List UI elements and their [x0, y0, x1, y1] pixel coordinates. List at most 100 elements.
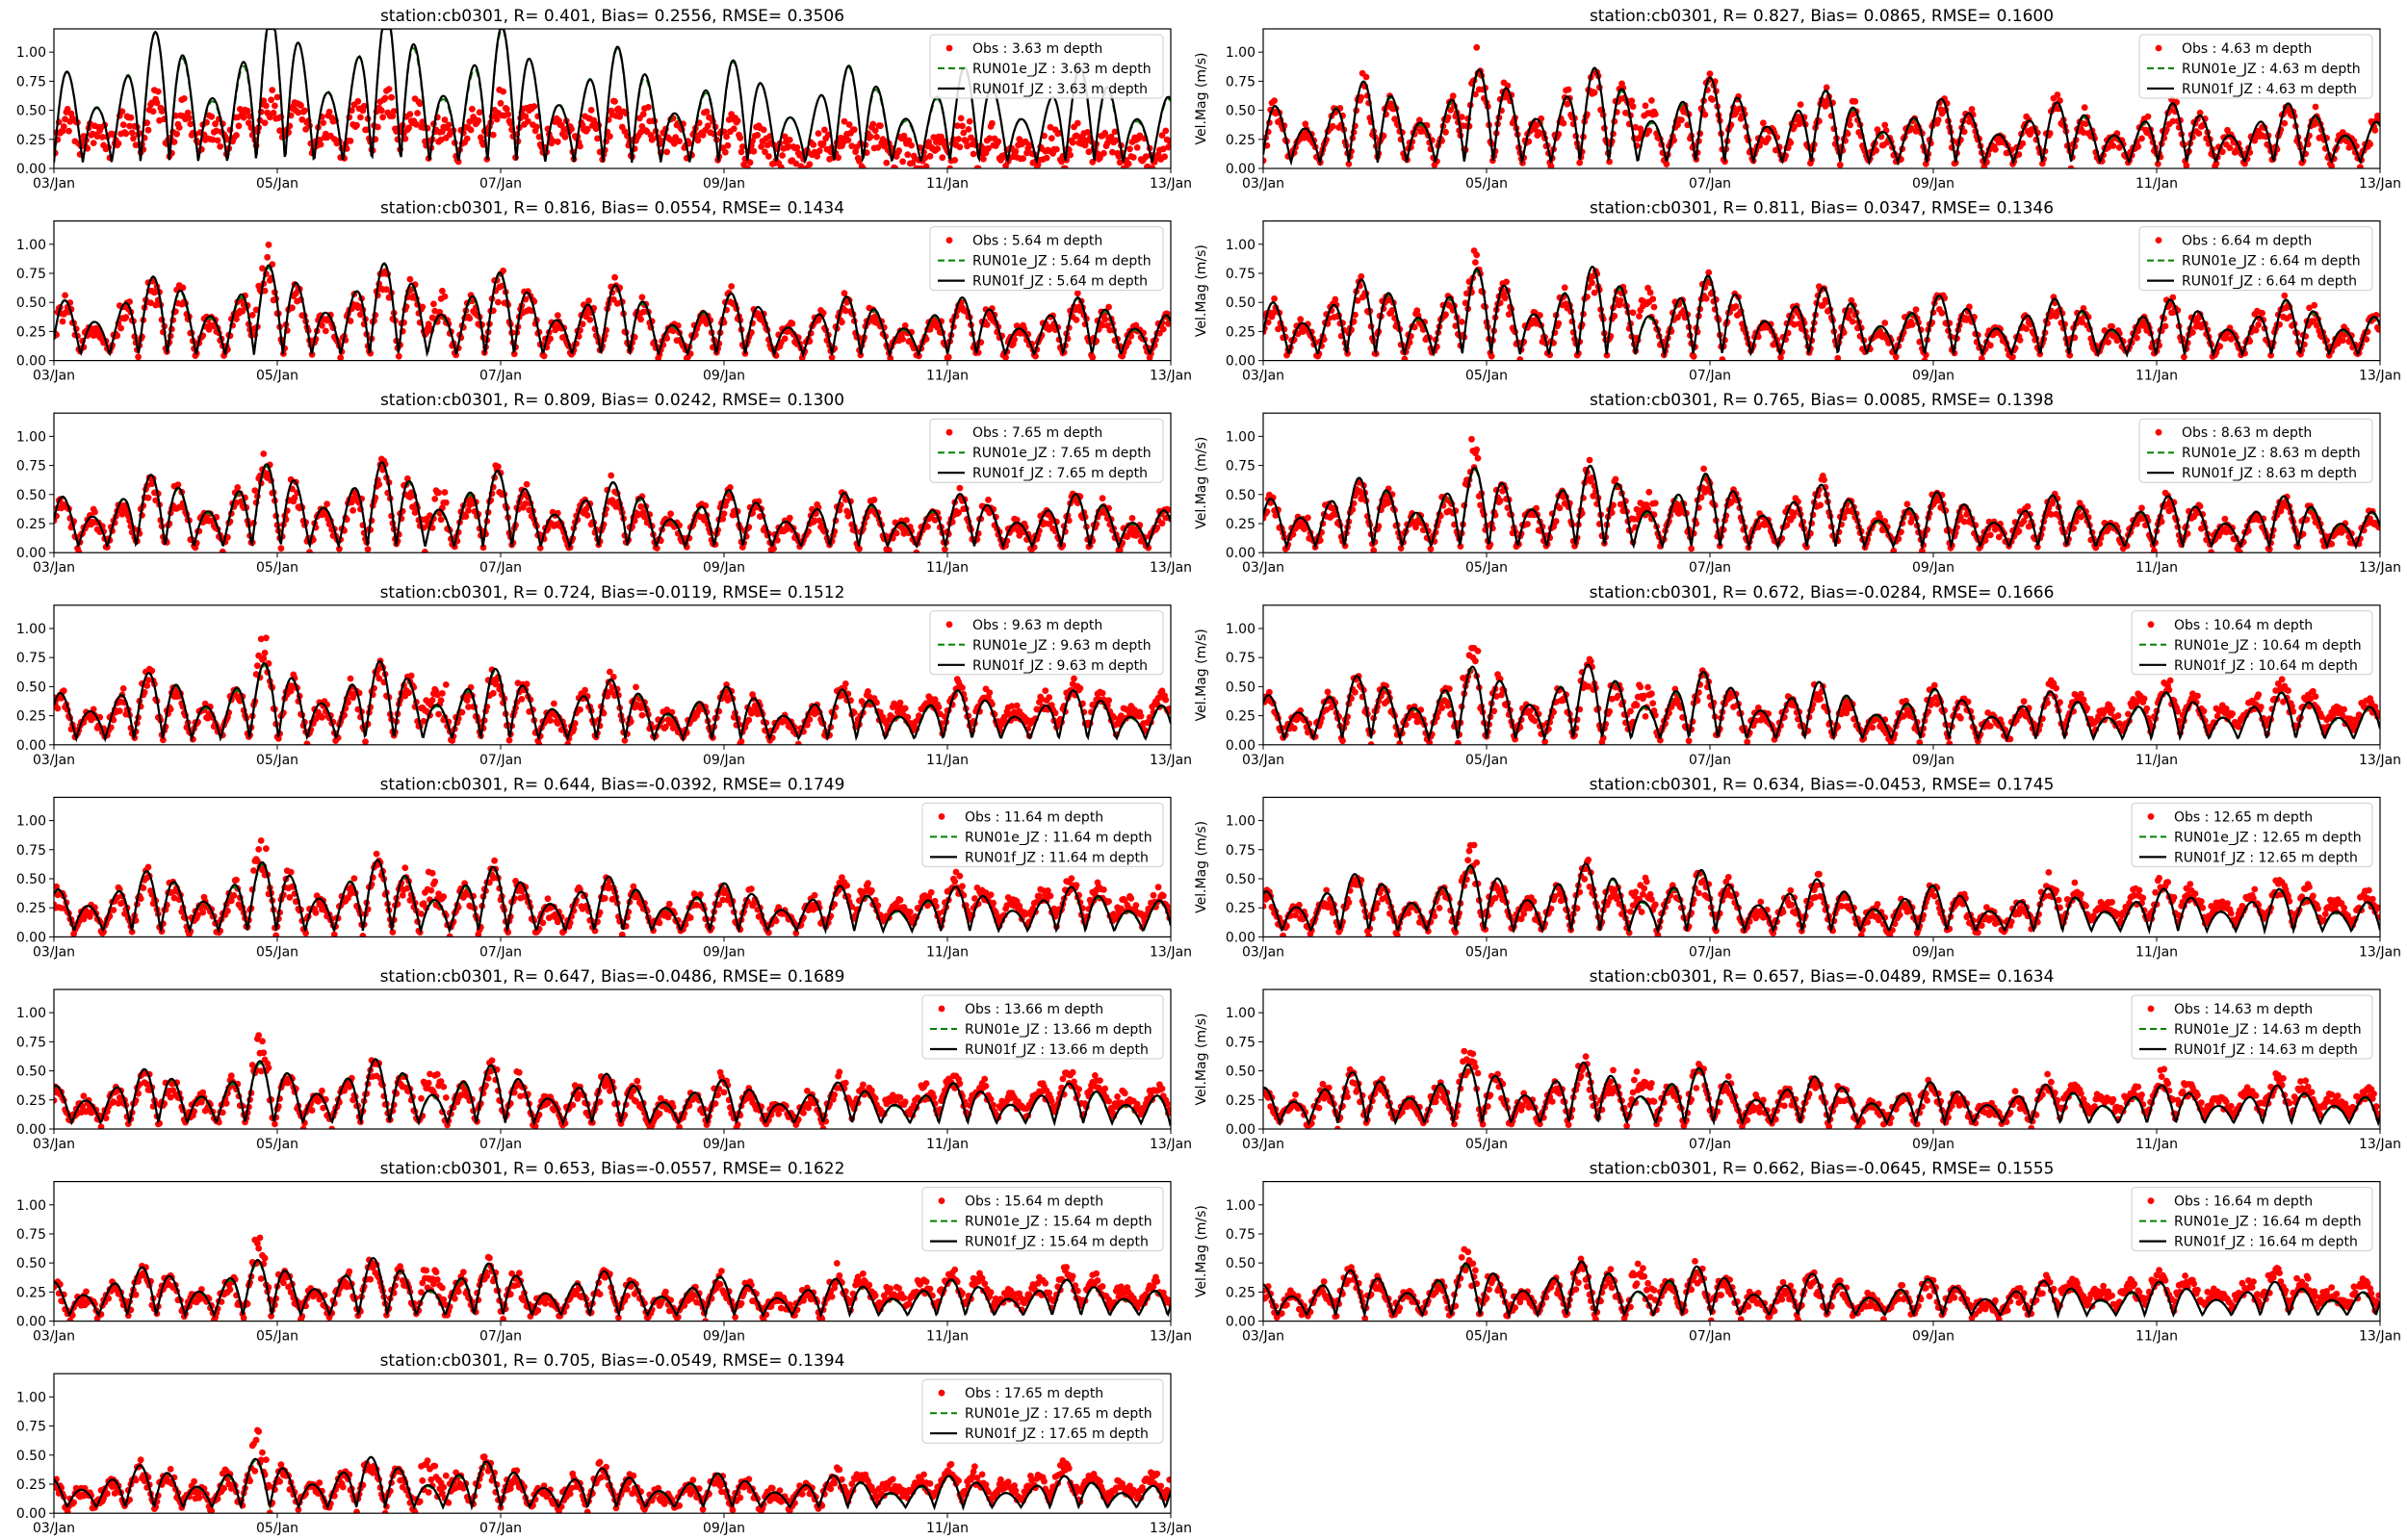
obs-point — [2016, 337, 2024, 344]
obs-point — [1012, 147, 1020, 155]
chart-panel-6: station:cb0301, R= 0.765, Bias= 0.0085, … — [1194, 391, 2401, 576]
obs-point — [1701, 111, 1709, 118]
obs-point — [114, 332, 121, 340]
x-tick-label: 11/Jan — [926, 176, 969, 192]
obs-point — [388, 93, 395, 101]
obs-point — [2067, 165, 2075, 168]
obs-point — [2241, 160, 2248, 167]
obs-point — [2139, 321, 2147, 329]
obs-point — [985, 496, 992, 503]
plot-area — [54, 241, 1171, 361]
obs-point — [877, 122, 884, 130]
obs-point — [2216, 343, 2224, 350]
legend-label: RUN01f_JZ : 3.63 m depth — [972, 82, 1148, 97]
obs-point — [422, 549, 428, 553]
obs-point — [2226, 144, 2234, 152]
obs-point — [1271, 295, 1278, 302]
obs-point — [130, 135, 137, 142]
obs-point — [925, 139, 933, 146]
obs-point — [212, 120, 220, 128]
obs-point — [1473, 43, 1481, 51]
obs-point — [905, 137, 913, 144]
obs-point — [870, 496, 878, 503]
obs-point — [1442, 311, 1449, 319]
obs-point — [1107, 133, 1115, 141]
obs-point — [785, 142, 792, 150]
x-tick-label: 09/Jan — [1912, 560, 1954, 576]
obs-point — [2154, 160, 2161, 167]
obs-point — [1101, 129, 1109, 137]
obs-point — [135, 353, 142, 361]
obs-point — [1560, 119, 1567, 127]
obs-point — [454, 158, 462, 166]
obs-point — [939, 154, 946, 162]
obs-point — [871, 127, 879, 135]
obs-point — [1109, 148, 1116, 156]
obs-point — [1881, 320, 1889, 326]
obs-point — [1017, 330, 1024, 337]
obs-point — [2310, 318, 2316, 324]
obs-point — [1787, 140, 1795, 146]
obs-point — [786, 514, 793, 522]
obs-point — [441, 489, 449, 496]
obs-point — [814, 153, 821, 160]
obs-point — [821, 126, 828, 134]
obs-point — [2255, 321, 2263, 328]
obs-point — [1474, 454, 1482, 462]
plot-area — [54, 29, 1171, 168]
obs-point — [261, 119, 269, 126]
obs-point — [1836, 161, 1844, 168]
plot-area — [54, 450, 1171, 553]
obs-point — [694, 137, 702, 144]
obs-point — [128, 129, 136, 137]
obs-point — [1777, 354, 1784, 361]
obs-point — [347, 318, 354, 324]
obs-point — [144, 494, 152, 501]
obs-point — [1705, 269, 1713, 276]
obs-point — [1020, 155, 1026, 163]
obs-point — [475, 116, 482, 124]
obs-point — [789, 320, 796, 327]
y-tick-label: 0.75 — [16, 74, 46, 90]
obs-point — [1636, 313, 1643, 320]
obs-point — [1564, 100, 1571, 108]
obs-point — [2135, 142, 2142, 150]
obs-point — [2109, 322, 2116, 330]
obs-point — [268, 96, 274, 104]
obs-point — [1099, 495, 1106, 502]
obs-point — [1760, 119, 1767, 127]
obs-point — [1503, 278, 1510, 286]
obs-point — [1648, 97, 1655, 104]
obs-point — [815, 130, 822, 138]
obs-point — [1622, 109, 1629, 116]
obs-point — [117, 324, 124, 332]
y-axis-label: Vel.Mag (m/s) — [1194, 437, 1209, 529]
obs-point — [607, 133, 613, 141]
obs-point — [549, 138, 556, 144]
obs-point — [1345, 161, 1353, 167]
obs-point — [974, 165, 982, 168]
obs-point — [1589, 279, 1595, 287]
obs-point — [263, 102, 270, 110]
obs-point — [1496, 497, 1504, 504]
obs-point — [1126, 145, 1133, 153]
obs-point — [1611, 312, 1618, 320]
obs-point — [1628, 97, 1636, 105]
obs-point — [179, 284, 187, 292]
legend-label: RUN01f_JZ : 4.63 m depth — [2182, 82, 2357, 97]
obs-point — [964, 142, 971, 150]
obs-point — [322, 327, 329, 335]
obs-point — [841, 117, 848, 125]
legend-label: Obs : 4.63 m depth — [2182, 41, 2312, 57]
obs-point — [1986, 342, 1994, 349]
obs-point — [760, 126, 767, 134]
obs-point — [431, 307, 439, 315]
legend-marker-obs — [945, 428, 953, 436]
chart-panel-3: station:cb0301, R= 0.816, Bias= 0.0554, … — [16, 199, 1192, 384]
x-tick-label: 09/Jan — [703, 176, 745, 192]
obs-point — [122, 314, 130, 321]
obs-point — [946, 165, 953, 168]
obs-point — [806, 161, 814, 168]
obs-point — [554, 138, 561, 145]
